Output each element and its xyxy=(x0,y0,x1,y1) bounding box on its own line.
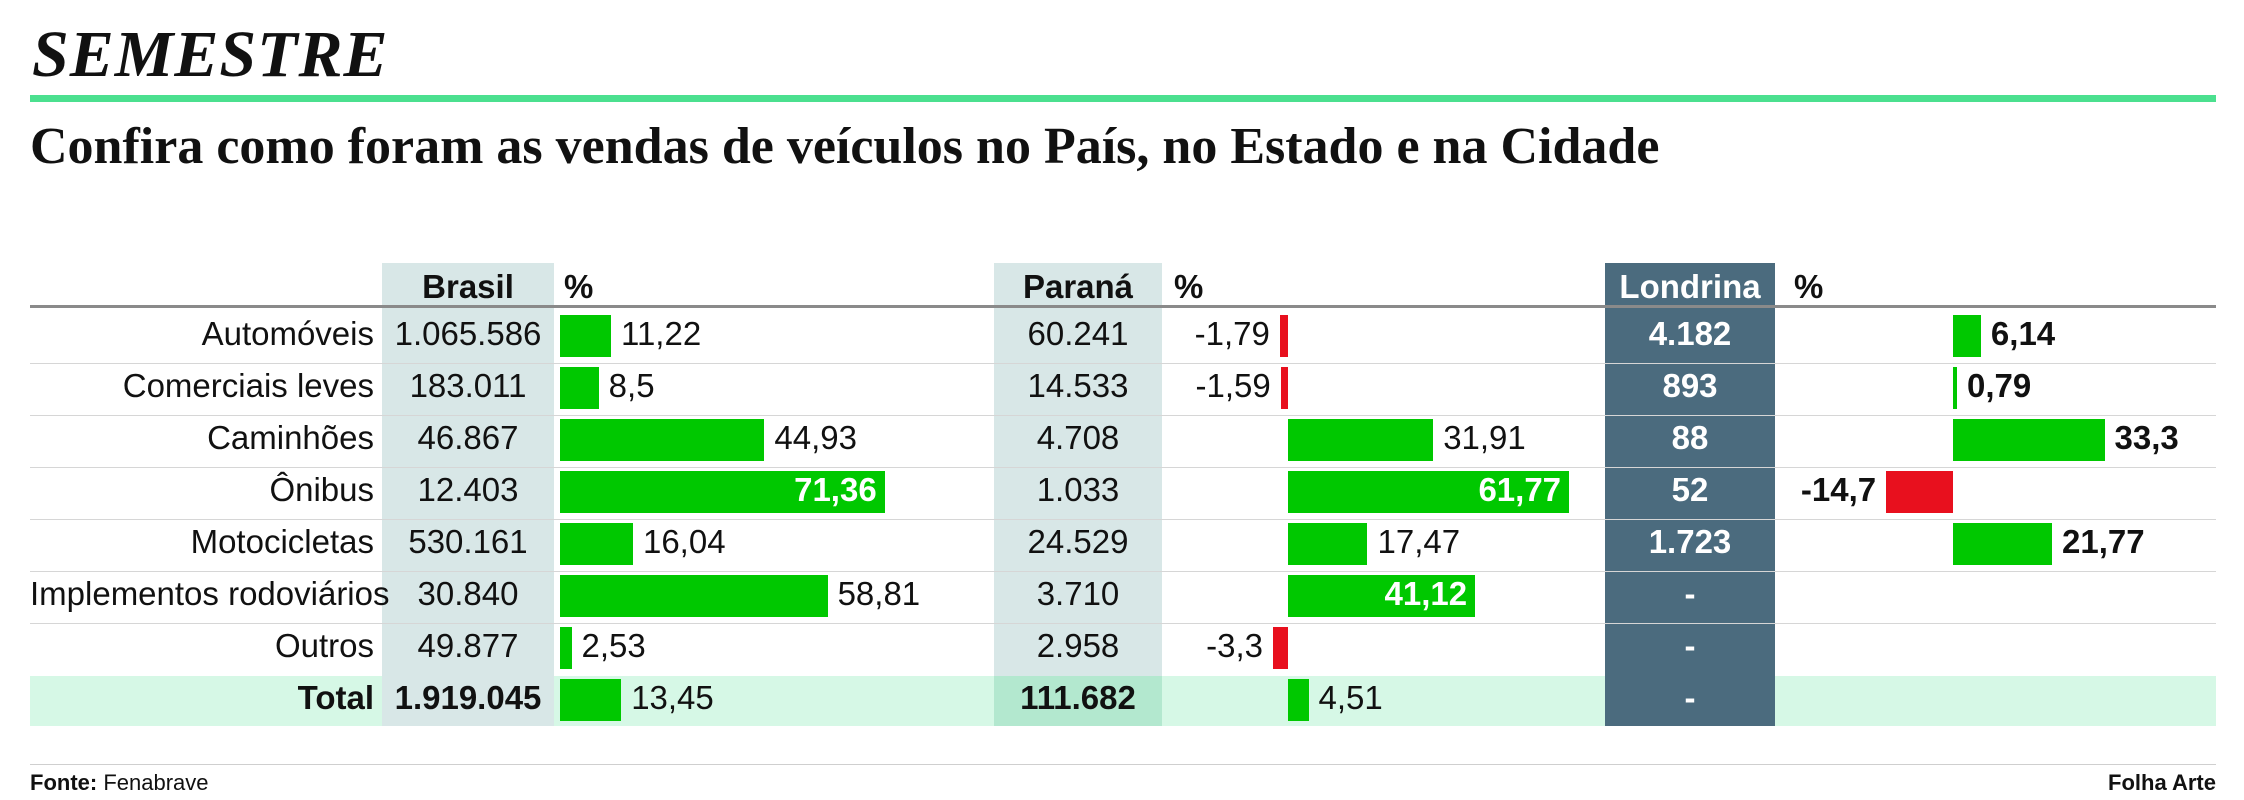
parana-pct-label: -1,79 xyxy=(1194,315,1270,352)
parana-value: 111.682 xyxy=(1020,679,1136,716)
brasil-value: 12.403 xyxy=(417,471,519,508)
row-divider xyxy=(30,415,2216,416)
londrina-value: 88 xyxy=(1671,419,1709,456)
parana-total-background xyxy=(994,676,1162,726)
row-divider xyxy=(30,571,2216,572)
parana-pct-label: 61,77 xyxy=(1478,471,1562,508)
brasil-value: 183.011 xyxy=(409,367,527,404)
row-label: Caminhões xyxy=(207,419,374,456)
footer-rule xyxy=(30,764,2216,765)
londrina-value: - xyxy=(1684,679,1696,716)
londrina-pct-label: 21,77 xyxy=(2062,523,2145,560)
parana-header: Paraná xyxy=(1022,268,1134,305)
londrina-pct-label: -14,7 xyxy=(1800,471,1877,508)
parana-pct-bar xyxy=(1288,419,1434,461)
row-divider xyxy=(30,623,2216,624)
londrina-pct-label: 6,14 xyxy=(1990,315,2056,352)
parana-value: 2.958 xyxy=(1036,627,1120,664)
parana-pct-bar xyxy=(1288,575,1476,617)
brasil-pct-label: 11,22 xyxy=(621,315,702,352)
row-label: Ônibus xyxy=(269,471,374,508)
brasil-pct-bar xyxy=(560,471,885,513)
brasil-value: 49.877 xyxy=(417,627,519,664)
parana-pct-label: 4,51 xyxy=(1318,679,1383,716)
header-rule xyxy=(30,305,2216,308)
brasil-value: 46.867 xyxy=(417,419,519,456)
parana-pct-label: 17,47 xyxy=(1377,523,1461,560)
brasil-value: 530.161 xyxy=(408,523,528,560)
row-label: Total xyxy=(297,679,374,716)
row-label: Implementos rodoviários xyxy=(30,575,390,612)
source-label: Fonte: xyxy=(30,770,98,795)
brasil-pct-bar xyxy=(560,419,765,461)
kicker-rule xyxy=(30,95,2216,102)
parana-pct-bar xyxy=(1288,679,1309,721)
brasil-pct-label: 8,5 xyxy=(608,367,655,404)
parana-value: 14.533 xyxy=(1027,367,1129,404)
londrina-pct-bar xyxy=(1886,471,1953,513)
row-label: Outros xyxy=(274,627,374,664)
brasil-value: 1.919.045 xyxy=(394,679,542,716)
parana-pct-label: -1,59 xyxy=(1195,367,1271,404)
londrina-value: 4.182 xyxy=(1648,315,1732,352)
londrina-value: - xyxy=(1684,575,1696,612)
londrina-pct-bar xyxy=(1953,419,2105,461)
footer-credit: Folha Arte xyxy=(2108,770,2216,795)
brasil-pct-header: % xyxy=(564,268,594,305)
brasil-pct-bar xyxy=(560,575,828,617)
parana-pct-bar xyxy=(1280,367,1288,409)
parana-pct-bar xyxy=(1279,315,1288,357)
parana-pct-header: % xyxy=(1174,268,1204,305)
row-label: Motocicletas xyxy=(190,523,374,560)
parana-value: 1.033 xyxy=(1036,471,1120,508)
parana-value: 24.529 xyxy=(1027,523,1129,560)
parana-pct-label: -3,3 xyxy=(1206,627,1263,664)
londrina-pct-label: 0,79 xyxy=(1967,367,2032,404)
row-divider xyxy=(30,363,2216,364)
kicker-title: SEMESTRE xyxy=(32,18,389,91)
brasil-pct-bar xyxy=(560,627,572,669)
brasil-pct-label: 2,53 xyxy=(581,627,646,664)
parana-value: 3.710 xyxy=(1036,575,1120,612)
parana-pct-bar xyxy=(1272,627,1288,669)
row-label: Comerciais leves xyxy=(122,367,374,404)
row-divider xyxy=(30,519,2216,520)
londrina-value: 52 xyxy=(1671,471,1709,508)
brasil-pct-label: 13,45 xyxy=(631,679,714,716)
brasil-value: 30.840 xyxy=(417,575,519,612)
parana-pct-bar xyxy=(1288,523,1368,565)
headline: Confira como foram as vendas de veículos… xyxy=(30,118,1660,175)
londrina-pct-label: 33,3 xyxy=(2114,419,2179,456)
parana-value: 4.708 xyxy=(1036,419,1120,456)
brasil-pct-bar xyxy=(560,679,622,721)
parana-pct-label: 41,12 xyxy=(1384,575,1468,612)
brasil-pct-label: 71,36 xyxy=(794,471,877,508)
parana-pct-bar xyxy=(1288,471,1570,513)
londrina-header: Londrina xyxy=(1619,268,1761,305)
londrina-value: - xyxy=(1684,627,1696,664)
footer-source: Fonte: Fenabrave xyxy=(30,768,209,798)
londrina-column-background xyxy=(1605,263,1775,726)
brasil-column-background xyxy=(382,263,554,726)
source-value: Fenabrave xyxy=(103,770,209,795)
brasil-header: Brasil xyxy=(422,268,514,305)
brasil-pct-bar xyxy=(560,367,599,409)
brasil-pct-label: 44,93 xyxy=(774,419,858,456)
brasil-pct-label: 58,81 xyxy=(837,575,921,612)
londrina-pct-bar xyxy=(1953,315,1981,357)
parana-pct-label: 31,91 xyxy=(1443,419,1526,456)
brasil-pct-bar xyxy=(560,523,633,565)
brasil-pct-bar xyxy=(560,315,612,357)
row-divider xyxy=(30,467,2216,468)
londrina-pct-header: % xyxy=(1794,268,1824,305)
londrina-pct-bar xyxy=(1953,367,1957,409)
londrina-pct-bar xyxy=(1953,523,2053,565)
londrina-value: 893 xyxy=(1662,367,1718,404)
brasil-value: 1.065.586 xyxy=(394,315,542,352)
brasil-pct-label: 16,04 xyxy=(642,523,726,560)
parana-column-background xyxy=(994,263,1162,726)
row-label: Automóveis xyxy=(201,315,374,352)
parana-value: 60.241 xyxy=(1027,315,1129,352)
londrina-value: 1.723 xyxy=(1648,523,1732,560)
